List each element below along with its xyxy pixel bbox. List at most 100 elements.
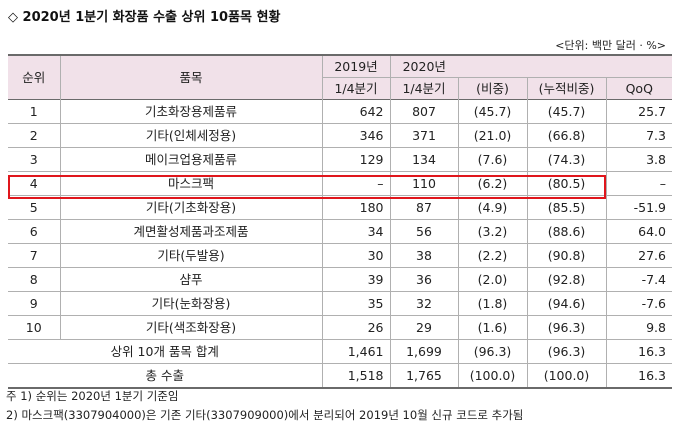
total-2019-cell: 1,461 [321, 339, 390, 364]
value-2019-cell: 180 [321, 195, 390, 220]
total-2019-cell: 1,518 [321, 363, 390, 389]
share-cell: (7.6) [457, 147, 527, 172]
header-rank: 순위 [8, 54, 60, 100]
qoq-cell: 25.7 [605, 99, 672, 124]
item-cell: 기타(인체세정용) [59, 123, 322, 148]
share-cell: (3.2) [457, 219, 527, 244]
qoq-cell: 64.0 [605, 219, 672, 244]
item-cell: 메이크업용제품류 [59, 147, 322, 172]
qoq-cell: 9.8 [605, 315, 672, 340]
value-2019-cell: 129 [321, 147, 390, 172]
value-2020-cell: 87 [389, 195, 458, 220]
header-2019: 2019년 [321, 54, 390, 78]
cum-share-cell: (90.8) [526, 243, 606, 268]
share-cell: (45.7) [457, 99, 527, 124]
total-share-cell: (100.0) [457, 363, 527, 389]
share-cell: (1.6) [457, 315, 527, 340]
table-row: 5 기타(기초화장용) 180 87 (4.9) (85.5) -51.9 [8, 195, 672, 220]
rank-cell: 1 [8, 99, 60, 124]
total-qoq-cell: 16.3 [605, 339, 672, 364]
total-qoq-cell: 16.3 [605, 363, 672, 389]
header-2020-q1: 1/4분기 [389, 77, 458, 100]
cum-share-cell: (92.8) [526, 267, 606, 292]
value-2020-cell: 134 [389, 147, 458, 172]
share-cell: (4.9) [457, 195, 527, 220]
value-2019-cell: 30 [321, 243, 390, 268]
value-2020-cell: 371 [389, 123, 458, 148]
item-cell: 기타(두발용) [59, 243, 322, 268]
share-cell: (2.2) [457, 243, 527, 268]
table-row: 4 마스크팩 –110 (6.2) (80.5) – [8, 171, 672, 196]
value-2020-cell: 807 [389, 99, 458, 124]
header-qoq: QoQ [605, 77, 672, 100]
total-2020-cell: 1,699 [389, 339, 458, 364]
value-2019-cell: 26 [321, 315, 390, 340]
header-2020: 2020년 [389, 54, 458, 78]
total-share-cell: (96.3) [457, 339, 527, 364]
item-cell: 계면활성제품과조제품 [59, 219, 322, 244]
cum-share-cell: (74.3) [526, 147, 606, 172]
total-cum-share-cell: (100.0) [526, 363, 606, 389]
rank-cell: 9 [8, 291, 60, 316]
cum-share-cell: (45.7) [526, 99, 606, 124]
rank-cell: 5 [8, 195, 60, 220]
qoq-cell: 3.8 [605, 147, 672, 172]
table-row: 3 메이크업용제품류 129 134 (7.6) (74.3) 3.8 [8, 147, 672, 172]
header-cum-share: (누적비중) [526, 77, 606, 100]
footnote-2: 2) 마스크팩(3307904000)은 기존 기타(3307909000)에서… [6, 408, 524, 422]
header-2019-q1: 1/4분기 [321, 77, 390, 100]
item-cell: 마스크팩 [59, 171, 322, 196]
table-row: 8 샴푸 39 36 (2.0) (92.8) -7.4 [8, 267, 672, 292]
item-cell: 기타(색조화장용) [59, 315, 322, 340]
header-blank [458, 54, 672, 78]
value-2019-cell: 39 [321, 267, 390, 292]
footnotes: 주 1) 순위는 2020년 1분기 기준임 2) 마스크팩(330790400… [6, 387, 523, 425]
table-row: 2 기타(인체세정용) 346 371 (21.0) (66.8) 7.3 [8, 123, 672, 148]
header-item: 품목 [59, 54, 322, 100]
total-row: 총 수출 1,518 1,765 (100.0) (100.0) 16.3 [8, 363, 672, 389]
value-2020-cell: 36 [389, 267, 458, 292]
share-cell: (1.8) [457, 291, 527, 316]
value-2019-cell: 346 [321, 123, 390, 148]
share-cell: (21.0) [457, 123, 527, 148]
qoq-cell: -51.9 [605, 195, 672, 220]
total-label-cell: 상위 10개 품목 합계 [8, 339, 322, 364]
table-row: 9 기타(눈화장용) 35 32 (1.8) (94.6) -7.6 [8, 291, 672, 316]
total-2020-cell: 1,765 [389, 363, 458, 389]
table-row: 1 기초화장용제품류 642 807 (45.7) (45.7) 25.7 [8, 99, 672, 124]
share-cell: (6.2) [457, 171, 527, 196]
cum-share-cell: (88.6) [526, 219, 606, 244]
value-2020-cell: 29 [389, 315, 458, 340]
qoq-cell: 27.6 [605, 243, 672, 268]
table-row: 6 계면활성제품과조제품 34 56 (3.2) (88.6) 64.0 [8, 219, 672, 244]
total-label-cell: 총 수출 [8, 363, 322, 389]
item-cell: 샴푸 [59, 267, 322, 292]
rank-cell: 2 [8, 123, 60, 148]
rank-cell: 6 [8, 219, 60, 244]
table-row: 7 기타(두발용) 30 38 (2.2) (90.8) 27.6 [8, 243, 672, 268]
footnote-1: 주 1) 순위는 2020년 1분기 기준임 [6, 389, 179, 403]
table-title: ◇ 2020년 1분기 화장품 수출 상위 10품목 현황 [8, 10, 281, 25]
qoq-cell: – [605, 171, 672, 196]
total-row: 상위 10개 품목 합계 1,461 1,699 (96.3) (96.3) 16.3 [8, 339, 672, 364]
value-2019-cell: 35 [321, 291, 390, 316]
item-cell: 기타(눈화장용) [59, 291, 322, 316]
qoq-cell: -7.6 [605, 291, 672, 316]
value-2020-cell: 38 [389, 243, 458, 268]
rank-cell: 7 [8, 243, 60, 268]
rank-cell: 3 [8, 147, 60, 172]
unit-label: <단위: 백만 달러 · %> [555, 39, 666, 52]
value-2020-cell: 32 [389, 291, 458, 316]
cum-share-cell: (94.6) [526, 291, 606, 316]
header-share: (비중) [457, 77, 527, 100]
value-2019-cell: 642 [321, 99, 390, 124]
qoq-cell: 7.3 [605, 123, 672, 148]
cum-share-cell: (96.3) [526, 315, 606, 340]
rank-cell: 4 [8, 171, 60, 196]
rank-cell: 8 [8, 267, 60, 292]
share-cell: (2.0) [457, 267, 527, 292]
item-cell: 기초화장용제품류 [59, 99, 322, 124]
cum-share-cell: (80.5) [526, 171, 606, 196]
value-2020-cell: 56 [389, 219, 458, 244]
total-cum-share-cell: (96.3) [526, 339, 606, 364]
